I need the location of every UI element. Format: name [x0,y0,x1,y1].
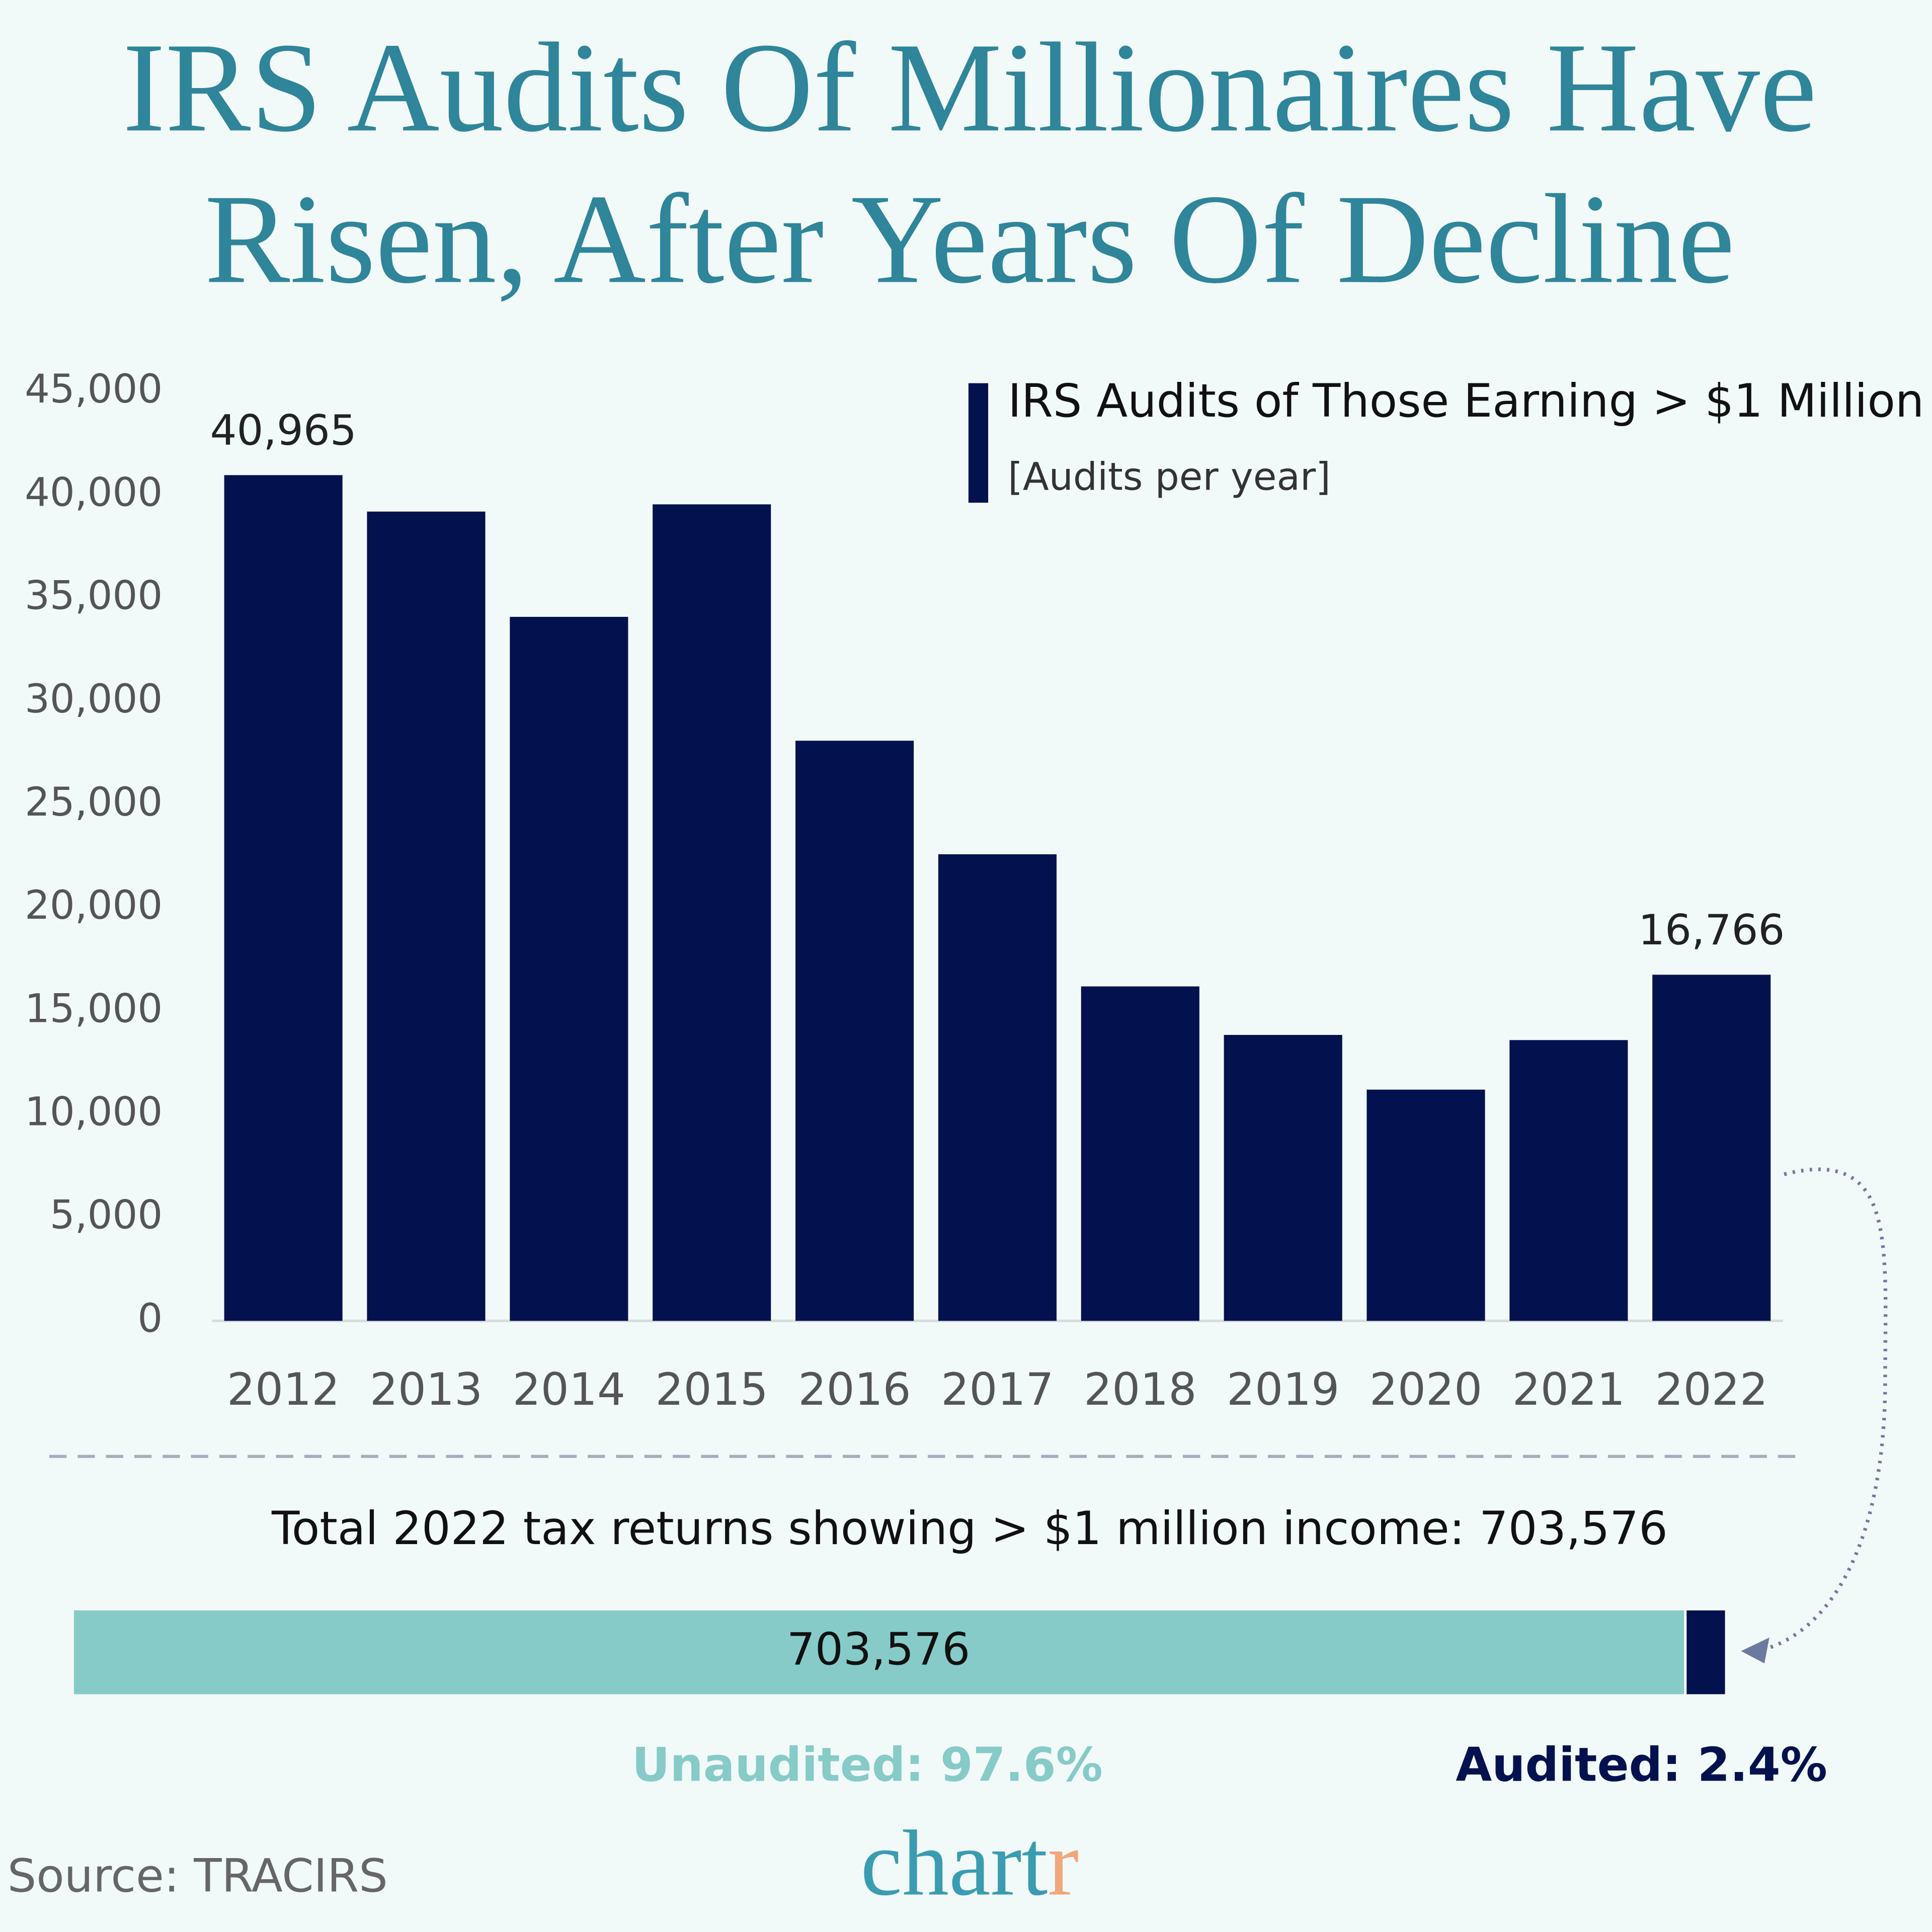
x-tick-label: 2015 [656,1363,768,1415]
bar [224,475,343,1321]
brand-main: chart [860,1811,1048,1915]
bar-segment [1685,1610,1725,1695]
bar [1509,1040,1628,1321]
y-tick-label: 30,000 [25,676,163,722]
y-tick-label: 25,000 [25,779,163,825]
chart-title: Risen, After Years Of Decline [205,168,1735,310]
x-tick-label: 2012 [227,1363,340,1415]
y-tick-label: 5,000 [50,1192,163,1238]
segment-label: Unaudited: 97.6% [632,1738,1103,1792]
legend-label: IRS Audits of Those Earning > $1 Million [1008,375,1924,428]
legend-subtitle: [Audits per year] [1008,455,1331,499]
bar [653,504,771,1321]
source: Source: TRACIRS [8,1850,388,1903]
bar [510,617,628,1321]
chart-title: IRS Audits Of Millionaires Have [123,17,1817,158]
connector [1755,1167,1888,1653]
bar [1652,975,1771,1321]
y-tick-label: 40,000 [25,469,163,515]
bar-segment [73,1610,1685,1695]
bar [938,854,1057,1321]
bar [1224,1034,1342,1321]
bar [1081,986,1199,1321]
x-tick-label: 2022 [1655,1363,1768,1415]
y-tick-label: 35,000 [25,573,163,619]
x-tick-label: 2013 [370,1363,482,1415]
bar [1366,1089,1485,1321]
y-tick-label: 20,000 [25,882,163,928]
x-tick-label: 2016 [798,1363,911,1415]
bar [795,741,914,1321]
x-tick-label: 2021 [1512,1363,1625,1415]
arrow-head [1741,1637,1769,1664]
x-tick-label: 2014 [513,1363,625,1415]
bar-label: 703,576 [787,1623,971,1675]
y-tick-label: 10,000 [25,1089,163,1135]
brand-accent: r [1048,1811,1079,1915]
x-tick-label: 2017 [941,1363,1054,1415]
y-tick-label: 45,000 [25,366,163,412]
y-tick-label: 0 [137,1296,163,1341]
brand: chartr [860,1811,1079,1915]
subchart-title: Total 2022 tax returns showing > $1 mill… [271,1502,1668,1555]
bar [367,511,486,1321]
legend-swatch [968,383,989,503]
data-label: 16,766 [1638,906,1785,954]
x-tick-label: 2018 [1084,1363,1196,1415]
x-tick-label: 2020 [1370,1363,1482,1415]
segment-label: Audited: 2.4% [1456,1738,1827,1792]
x-tick-label: 2019 [1227,1363,1339,1415]
data-label: 40,965 [210,406,357,455]
y-tick-label: 15,000 [25,986,163,1031]
